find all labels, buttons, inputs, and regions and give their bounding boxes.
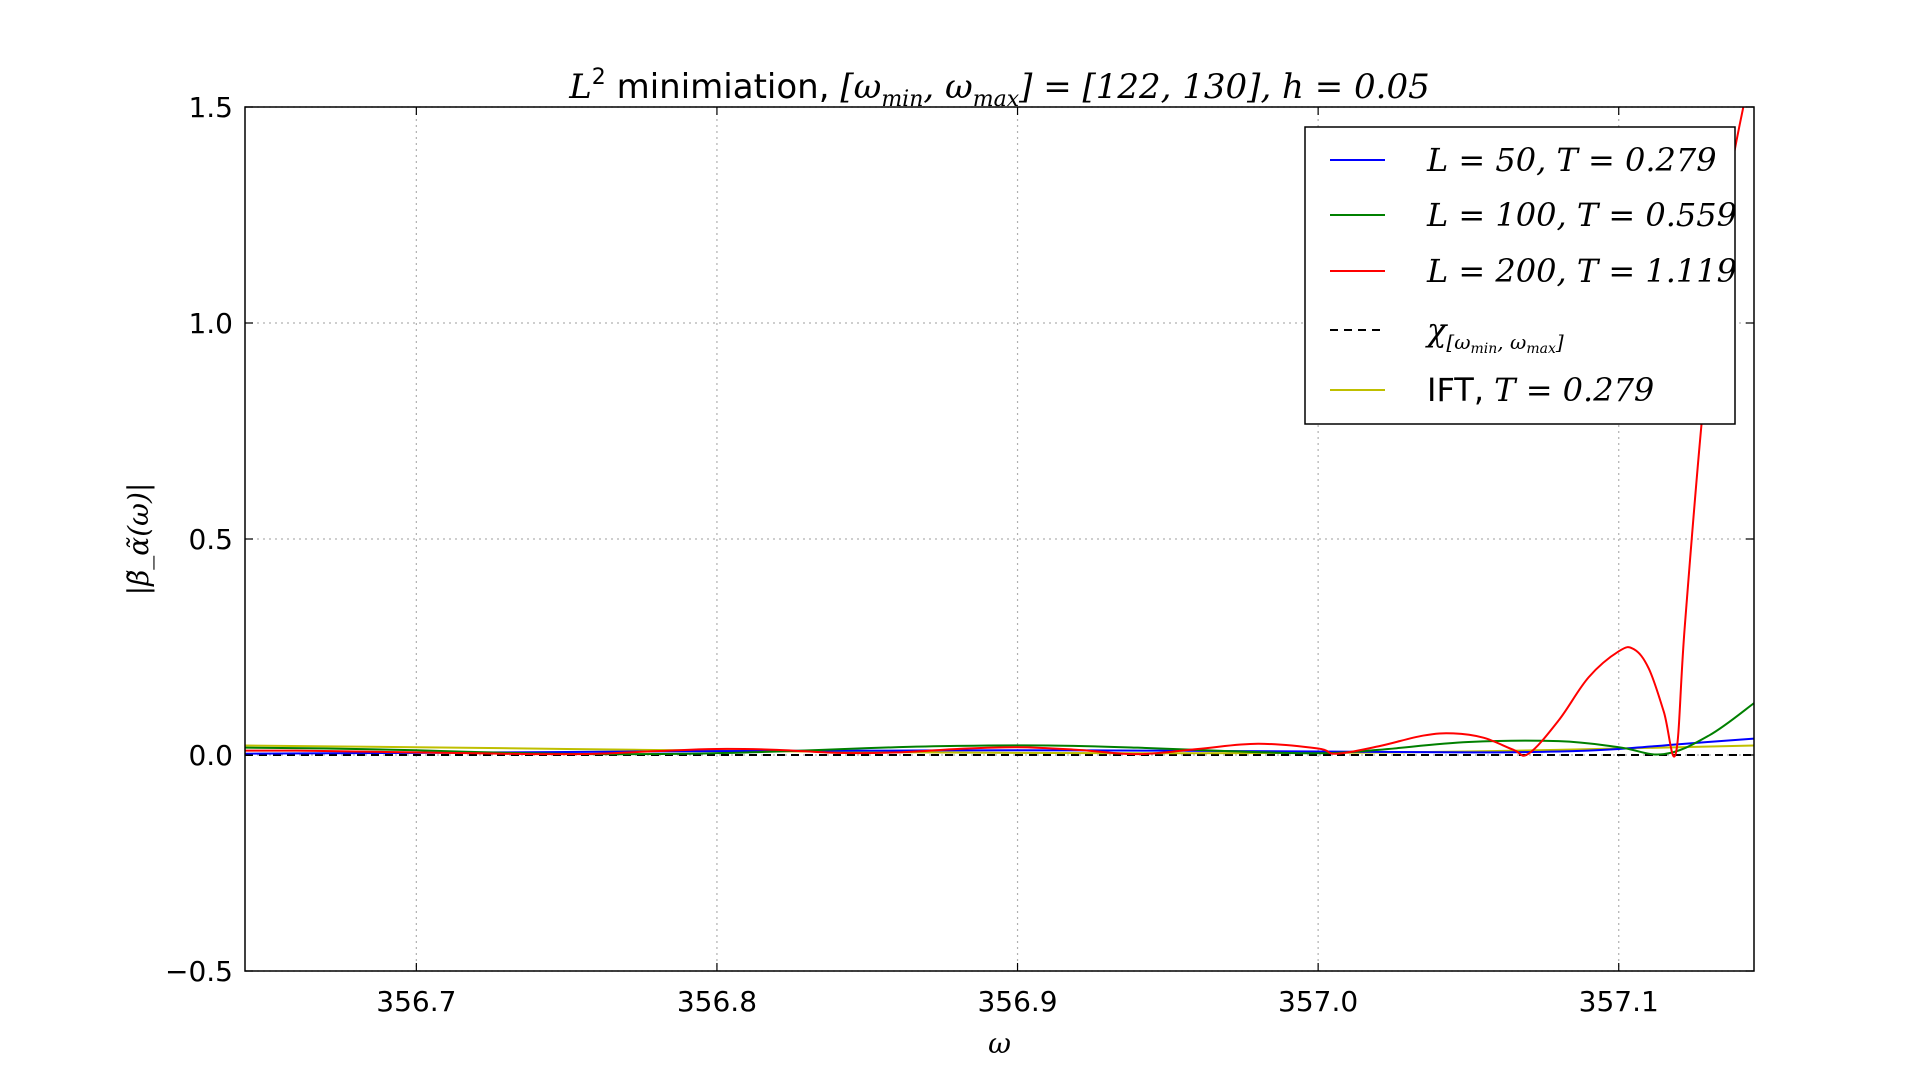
legend-label-4: IFT, T = 0.279 — [1427, 371, 1654, 409]
y-tick-label: −0.5 — [165, 955, 233, 988]
legend-label-1: L = 100, T = 0.559 — [1426, 196, 1737, 234]
x-axis-label: ω — [988, 1027, 1011, 1060]
chart-title-text: L2 minimiation, [ωmin, ωmax] = [122, 130… — [568, 65, 1430, 112]
legend-label-0: L = 50, T = 0.279 — [1426, 141, 1717, 179]
legend: L = 50, T = 0.279 L = 100, T = 0.559 L = 2… — [1304, 126, 1737, 425]
ticks: 356.7 356.8 356.9 357.0 357.1 −0.5 0.0 0.5 1.0 1.… — [165, 91, 1754, 1018]
y-axis-label: |β̃_α̃(ω)| — [122, 483, 155, 596]
axis-labels: ω |β̃_α̃(ω)| — [122, 483, 1011, 1060]
series-layer — [245, 107, 1754, 758]
x-tick-label: 357.0 — [1278, 985, 1358, 1018]
legend-label-2: L = 200, T = 1.119 — [1426, 252, 1737, 290]
y-tick-label: 0.5 — [188, 523, 233, 556]
x-tick-label: 357.1 — [1579, 985, 1659, 1018]
series-line-4 — [245, 744, 1754, 755]
x-tick-label: 356.7 — [376, 985, 456, 1018]
x-tick-label: 356.9 — [977, 985, 1057, 1018]
y-tick-label: 1.0 — [188, 307, 233, 340]
y-tick-label: 1.5 — [188, 91, 233, 124]
y-tick-label: 0.0 — [188, 739, 233, 772]
x-tick-label: 356.8 — [677, 985, 757, 1018]
legend-label-3: χ[ωmin, ωmax] — [1425, 311, 1564, 357]
series-line-2 — [245, 107, 1745, 758]
legend-box — [1304, 126, 1736, 425]
chart-title: L2 minimiation, [ωmin, ωmax] = [122, 130… — [568, 65, 1430, 112]
